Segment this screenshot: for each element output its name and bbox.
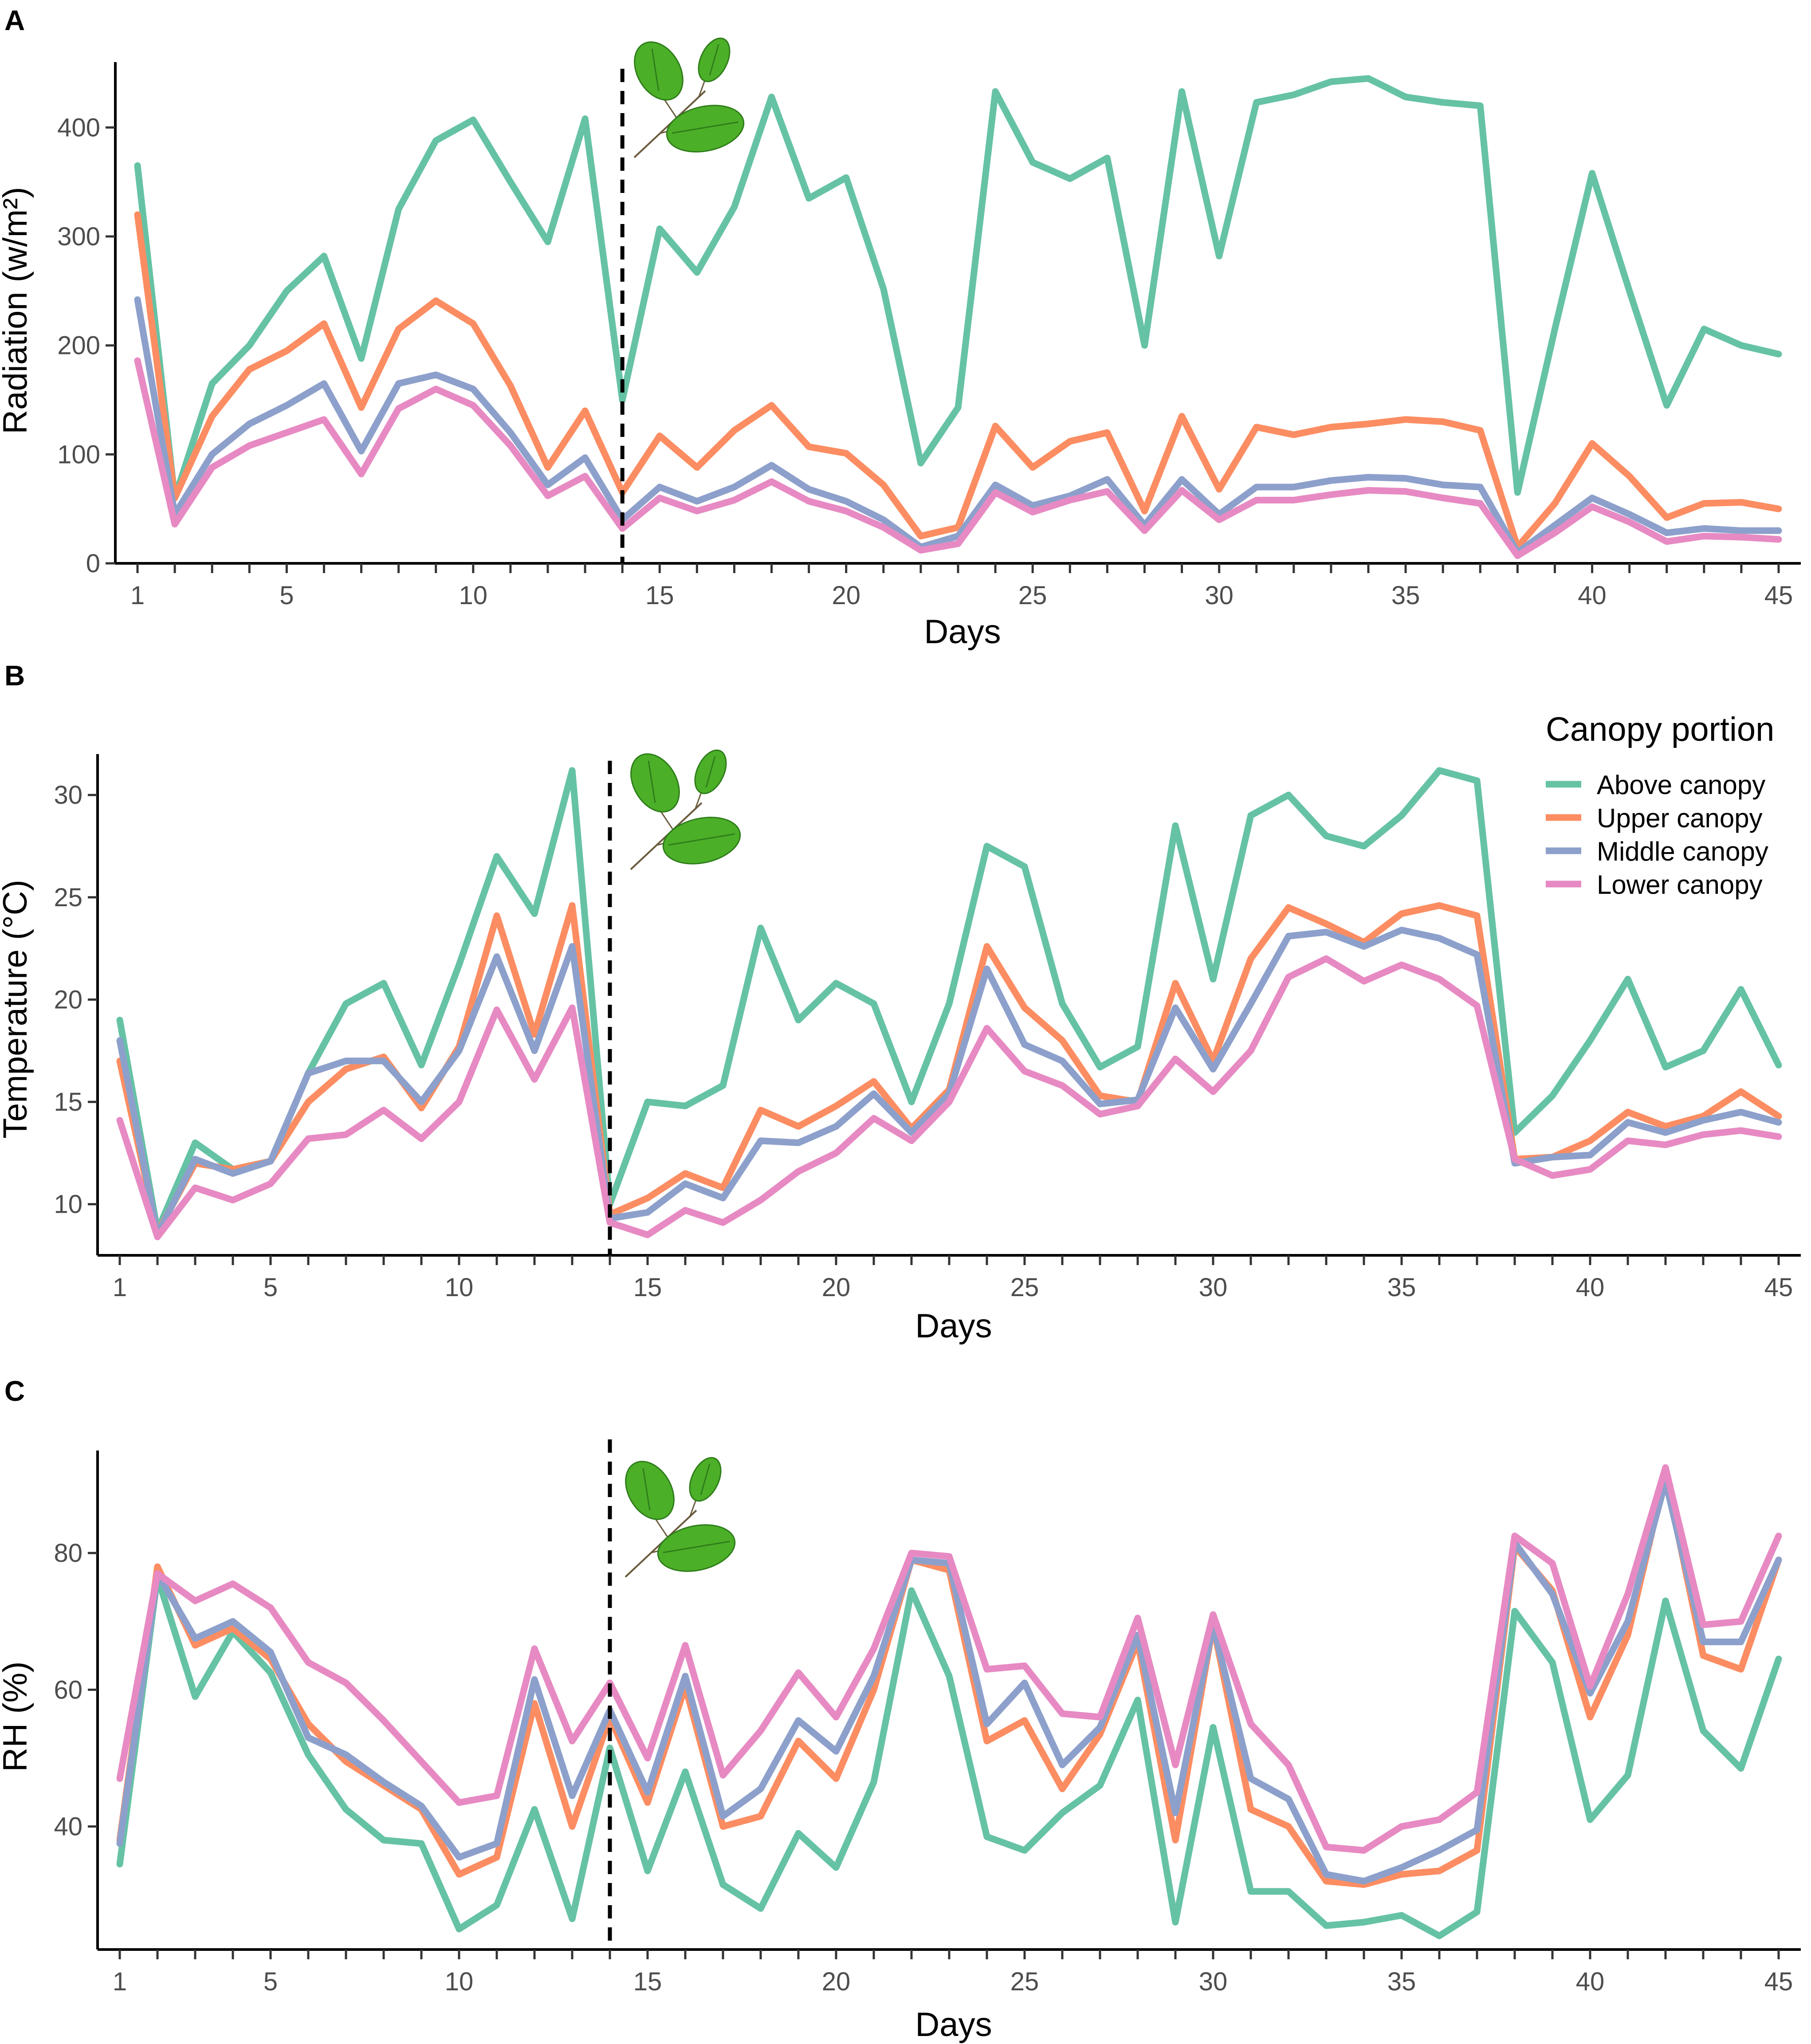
x-tick-label-c: 1 bbox=[113, 1967, 127, 1996]
x-tick-label-c: 20 bbox=[822, 1967, 851, 1996]
y-tick-label-b: 10 bbox=[54, 1190, 82, 1219]
x-tick-label-b: 1 bbox=[113, 1273, 127, 1302]
x-tick-label-b: 15 bbox=[633, 1273, 662, 1302]
series-line-lower-canopy-b bbox=[116, 955, 1782, 1240]
y-axis-title-a: Radiation (w/m²) bbox=[0, 187, 34, 434]
x-tick-label-c: 10 bbox=[445, 1967, 474, 1996]
x-tick-label-a: 15 bbox=[645, 581, 674, 610]
y-axis-title-b: Temperature (°C) bbox=[0, 880, 34, 1139]
series-line-middle-canopy-a bbox=[134, 296, 1782, 556]
x-axis-title-c: Days bbox=[915, 2006, 992, 2044]
x-axis-title-a: Days bbox=[924, 613, 1001, 651]
x-tick-label-a: 30 bbox=[1205, 581, 1234, 610]
y-tick-label-b: 15 bbox=[54, 1088, 82, 1116]
legend-label-lower: Lower canopy bbox=[1597, 870, 1763, 900]
x-tick-label-c: 5 bbox=[263, 1967, 278, 1996]
x-tick-label-a: 40 bbox=[1578, 581, 1607, 610]
series-line-middle-canopy-b bbox=[116, 927, 1782, 1238]
y-tick-label-b: 30 bbox=[54, 781, 82, 810]
legend-label-above: Above canopy bbox=[1597, 770, 1765, 800]
x-tick-label-c: 25 bbox=[1010, 1967, 1039, 1996]
x-tick-label-a: 20 bbox=[832, 581, 860, 610]
series-line-above-canopy-c bbox=[116, 1573, 1782, 1939]
y-tick-label-a: 400 bbox=[57, 113, 100, 142]
x-tick-label-c: 35 bbox=[1387, 1967, 1416, 1996]
series-line-above-canopy-a bbox=[134, 75, 1782, 502]
x-tick-label-b: 20 bbox=[822, 1273, 851, 1302]
y-tick-label-c: 60 bbox=[54, 1675, 82, 1704]
y-tick-label-a: 300 bbox=[57, 222, 100, 251]
leaf-sprig-icon-c bbox=[615, 1452, 740, 1579]
series-line-above-canopy-b bbox=[116, 767, 1782, 1234]
panel-letter-a: A bbox=[4, 4, 25, 36]
legend-title: Canopy portion bbox=[1546, 711, 1774, 748]
y-tick-label-b: 20 bbox=[54, 985, 82, 1014]
series-line-upper-canopy-a bbox=[134, 211, 1782, 550]
x-tick-label-a: 35 bbox=[1391, 581, 1420, 610]
x-tick-label-c: 45 bbox=[1764, 1967, 1793, 1996]
legend-label-middle: Middle canopy bbox=[1597, 837, 1768, 866]
x-tick-label-a: 45 bbox=[1764, 581, 1793, 610]
x-axis-title-b: Days bbox=[915, 1307, 992, 1345]
panel-letter-b: B bbox=[4, 660, 25, 692]
y-tick-label-a: 200 bbox=[57, 331, 100, 360]
x-tick-label-a: 25 bbox=[1018, 581, 1047, 610]
y-tick-label-c: 80 bbox=[54, 1539, 82, 1568]
x-tick-label-c: 40 bbox=[1576, 1967, 1605, 1996]
legend: Canopy portion Above canopy Upper canopy… bbox=[1546, 711, 1774, 900]
leaf-sprig-icon-a bbox=[624, 32, 749, 160]
y-axis-title-c: RH (%) bbox=[0, 1661, 34, 1772]
y-tick-label-c: 40 bbox=[54, 1812, 82, 1841]
x-tick-label-b: 40 bbox=[1576, 1273, 1605, 1302]
x-tick-label-b: 35 bbox=[1387, 1273, 1416, 1302]
panel-letter-c: C bbox=[4, 1375, 25, 1407]
x-tick-label-b: 45 bbox=[1764, 1273, 1793, 1302]
x-tick-label-a: 5 bbox=[279, 581, 294, 610]
x-tick-label-c: 30 bbox=[1199, 1967, 1228, 1996]
y-tick-label-a: 100 bbox=[57, 440, 100, 469]
x-tick-label-a: 10 bbox=[459, 581, 488, 610]
y-tick-label-a: 0 bbox=[86, 549, 100, 578]
x-tick-label-b: 30 bbox=[1199, 1273, 1228, 1302]
x-tick-label-c: 15 bbox=[633, 1967, 662, 1996]
series-line-upper-canopy-b bbox=[116, 902, 1782, 1236]
series-line-lower-canopy-a bbox=[134, 357, 1782, 559]
series-line-lower-canopy-c bbox=[116, 1464, 1782, 1854]
x-tick-label-b: 25 bbox=[1010, 1273, 1039, 1302]
y-tick-label-b: 25 bbox=[54, 883, 82, 912]
x-tick-label-b: 10 bbox=[445, 1273, 474, 1302]
x-tick-label-b: 5 bbox=[263, 1273, 278, 1302]
leaf-sprig-icon-b bbox=[620, 744, 746, 872]
legend-label-upper: Upper canopy bbox=[1597, 803, 1763, 833]
x-tick-label-a: 1 bbox=[130, 581, 145, 610]
